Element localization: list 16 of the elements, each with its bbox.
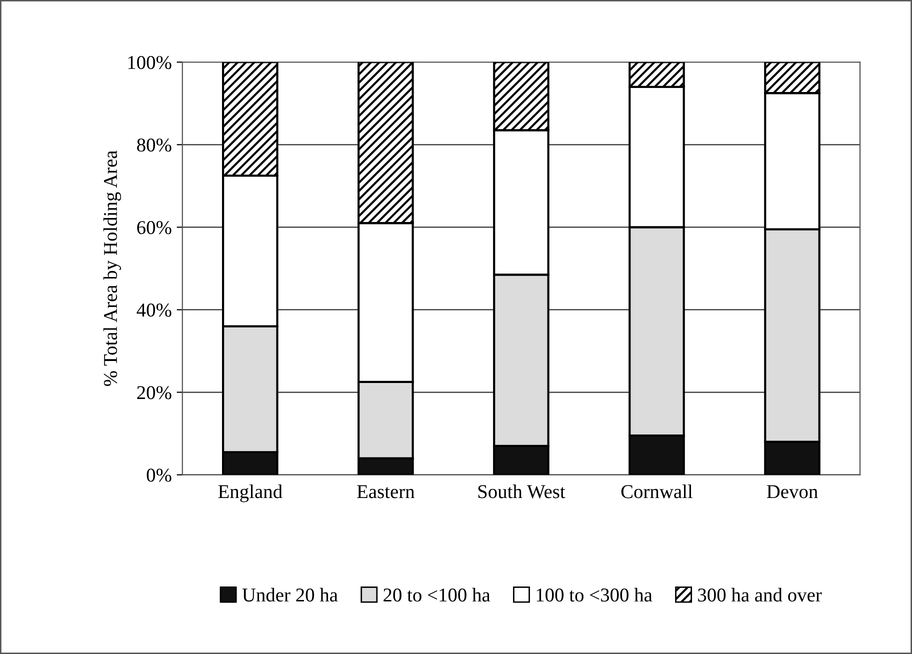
legend-label: Under 20 ha: [242, 588, 338, 602]
y-tick-label: 0%: [146, 468, 172, 482]
y-tick-label: 80%: [137, 138, 172, 152]
legend-label: 100 to <300 ha: [536, 588, 652, 602]
y-tick-label: 100%: [128, 56, 172, 70]
y-tick-label: 20%: [137, 386, 172, 400]
x-tick-label: Devon: [766, 485, 818, 498]
legend-label: 20 to <100 ha: [384, 588, 490, 602]
y-tick-label: 60%: [137, 221, 172, 234]
legend-label: 300 ha and over: [698, 588, 822, 602]
y-tick-label: 40%: [136, 304, 172, 317]
x-tick-label: Cornwall: [621, 484, 693, 498]
x-tick-label: South West: [478, 484, 566, 498]
x-tick-label: England: [218, 484, 282, 502]
y-axis-title: % Total Area by Holding Area: [103, 150, 122, 386]
x-tick-label: Eastern: [357, 485, 415, 498]
